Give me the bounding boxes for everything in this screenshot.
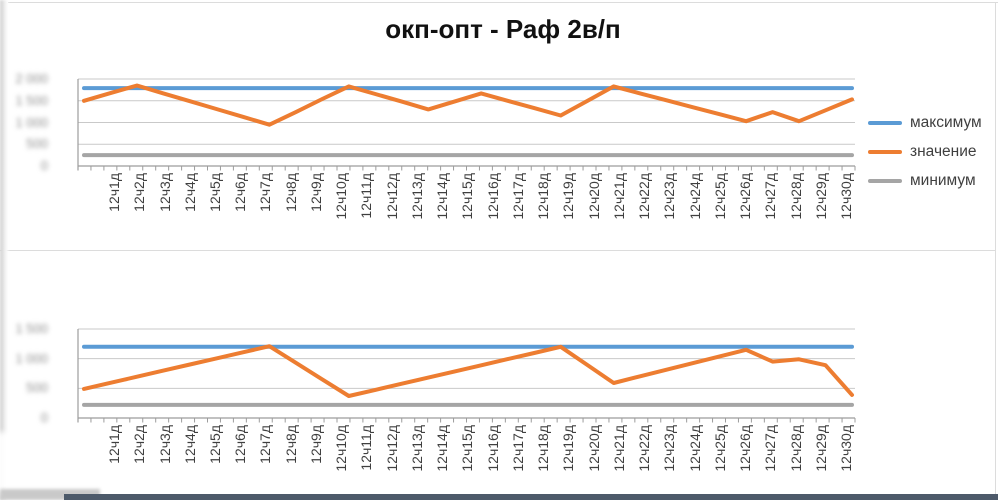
x-axis-label: 12ч1д (106, 173, 122, 212)
y-axis-label: 0 (40, 158, 48, 173)
x-axis-label: 12ч4д (181, 425, 198, 464)
x-axis-label: 12ч27д (762, 173, 779, 220)
y-axis-label: 1 500 (15, 92, 48, 108)
x-axis-label: 12ч1д (106, 425, 122, 464)
legend-item-maximum[interactable]: максимум (868, 108, 994, 137)
x-axis-label: 12ч3д (156, 173, 173, 212)
x-axis-label: 12ч19д (560, 425, 577, 472)
x-axis-label: 12ч30д (838, 173, 854, 220)
x-axis-label: 12ч11д (358, 425, 375, 471)
x-axis-label: 12ч24д (686, 425, 703, 472)
x-axis-label: 12ч28д (787, 173, 804, 220)
x-axis-label: 12ч12д (383, 173, 400, 220)
x-axis-label: 12ч13д (408, 425, 425, 472)
y-axis-label: 1 000 (15, 114, 48, 130)
x-axis-label: 12ч8д (282, 425, 299, 464)
y-axis-label: 1 500 (15, 321, 48, 336)
x-axis-label: 12ч25д (711, 173, 728, 220)
x-axis-ticks (77, 166, 856, 171)
x-axis-label: 12ч23д (661, 173, 678, 220)
x-axis-label: 12ч7д (257, 173, 274, 212)
x-axis-label: 12ч2д (131, 173, 148, 212)
y-axis-label: 500 (26, 136, 48, 152)
frame-border-middle (0, 250, 996, 251)
chart1-title[interactable]: окп-опт - Раф 2в/п (385, 14, 621, 44)
x-axis-label: 12ч20д (585, 173, 602, 220)
x-axis-label: 12ч29д (812, 173, 829, 220)
x-axis-label: 12ч20д (585, 425, 602, 472)
x-axis-label: 12ч18д (535, 425, 552, 472)
x-axis-label: 12ч21д (610, 173, 627, 220)
x-axis-label: 12ч6д (232, 173, 249, 212)
x-axis-label: 12ч26д (737, 173, 753, 220)
x-axis-label: 12ч17д (509, 173, 526, 220)
x-axis-label: 12ч9д (307, 173, 324, 212)
legend-item-value[interactable]: значение (868, 137, 994, 166)
x-axis-label: 12ч29д (812, 425, 829, 472)
x-axis-label: 12ч4д (181, 173, 198, 212)
x-axis-label: 12ч5д (207, 173, 223, 212)
x-axis-label: 12ч18д (535, 173, 552, 220)
x-axis-label: 12ч9д (307, 425, 324, 464)
y-axis-label: 1 000 (15, 350, 48, 366)
x-axis-label: 12ч24д (686, 173, 703, 220)
x-axis-label: 12ч28д (787, 425, 804, 472)
x-axis-label: 12ч22д (636, 425, 653, 472)
x-axis-label: 12ч5д (207, 425, 223, 464)
x-axis-label: 12ч3д (156, 425, 173, 464)
x-axis-label: 12ч7д (257, 425, 274, 464)
x-axis-label: 12ч27д (762, 425, 779, 472)
x-axis-label: 12ч30д (838, 425, 854, 472)
blur-overlay (0, 432, 104, 494)
x-axis-label: 12ч2д (131, 425, 148, 464)
series-значение (82, 344, 854, 398)
value-line-swatch (868, 149, 902, 154)
x-axis-label: 12ч21д (610, 425, 627, 472)
maximum-line-swatch (868, 120, 902, 125)
x-axis-label: 12ч19д (560, 173, 577, 220)
x-axis-label: 12ч8д (282, 173, 299, 212)
chart-frame-1[interactable]: окп-опт - Раф 2в/п максимум значение мин… (0, 2, 998, 250)
series-значение (82, 83, 854, 127)
x-axis-label: 12ч11д (358, 173, 375, 219)
x-axis-label: 12ч14д (434, 425, 451, 472)
x-axis-label: 12ч17д (509, 425, 526, 472)
chart1-legend[interactable]: максимум значение минимум (868, 108, 994, 195)
legend-label: значение (910, 142, 977, 160)
x-axis-label: 12ч6д (232, 425, 249, 464)
x-axis-label: 12ч22д (636, 173, 653, 220)
y-axis-label: 2 000 (15, 71, 48, 86)
x-axis-label: 12ч10д (333, 425, 350, 472)
x-axis-label: 12ч16д (484, 173, 501, 220)
legend-item-minimum[interactable]: минимум (868, 166, 994, 195)
x-axis-label: 12ч13д (408, 173, 425, 220)
minimum-line-swatch (868, 178, 902, 183)
frame-border-right (995, 2, 996, 494)
screen-left-edge (0, 0, 8, 500)
x-axis-label: 12ч10д (333, 173, 350, 220)
frame-border-top (8, 2, 998, 3)
x-axis-label: 12ч14д (434, 173, 451, 220)
y-axis-label: 500 (26, 380, 48, 396)
legend-label: минимум (910, 171, 976, 189)
y-axis-label: 0 (40, 410, 48, 425)
x-axis-label: 12ч25д (711, 425, 728, 472)
taskbar-fragment (0, 489, 100, 500)
x-axis-label: 12ч15д (459, 425, 476, 472)
x-axis-label: 12ч26д (737, 425, 753, 472)
x-axis-label: 12ч23д (661, 425, 678, 472)
x-axis-ticks (77, 418, 856, 423)
x-axis-label: 12ч12д (383, 425, 400, 472)
window-bottom-edge (64, 494, 998, 500)
x-axis-label: 12ч16д (484, 425, 501, 472)
legend-label: максимум (910, 113, 982, 131)
x-axis-label: 12ч15д (459, 173, 476, 220)
